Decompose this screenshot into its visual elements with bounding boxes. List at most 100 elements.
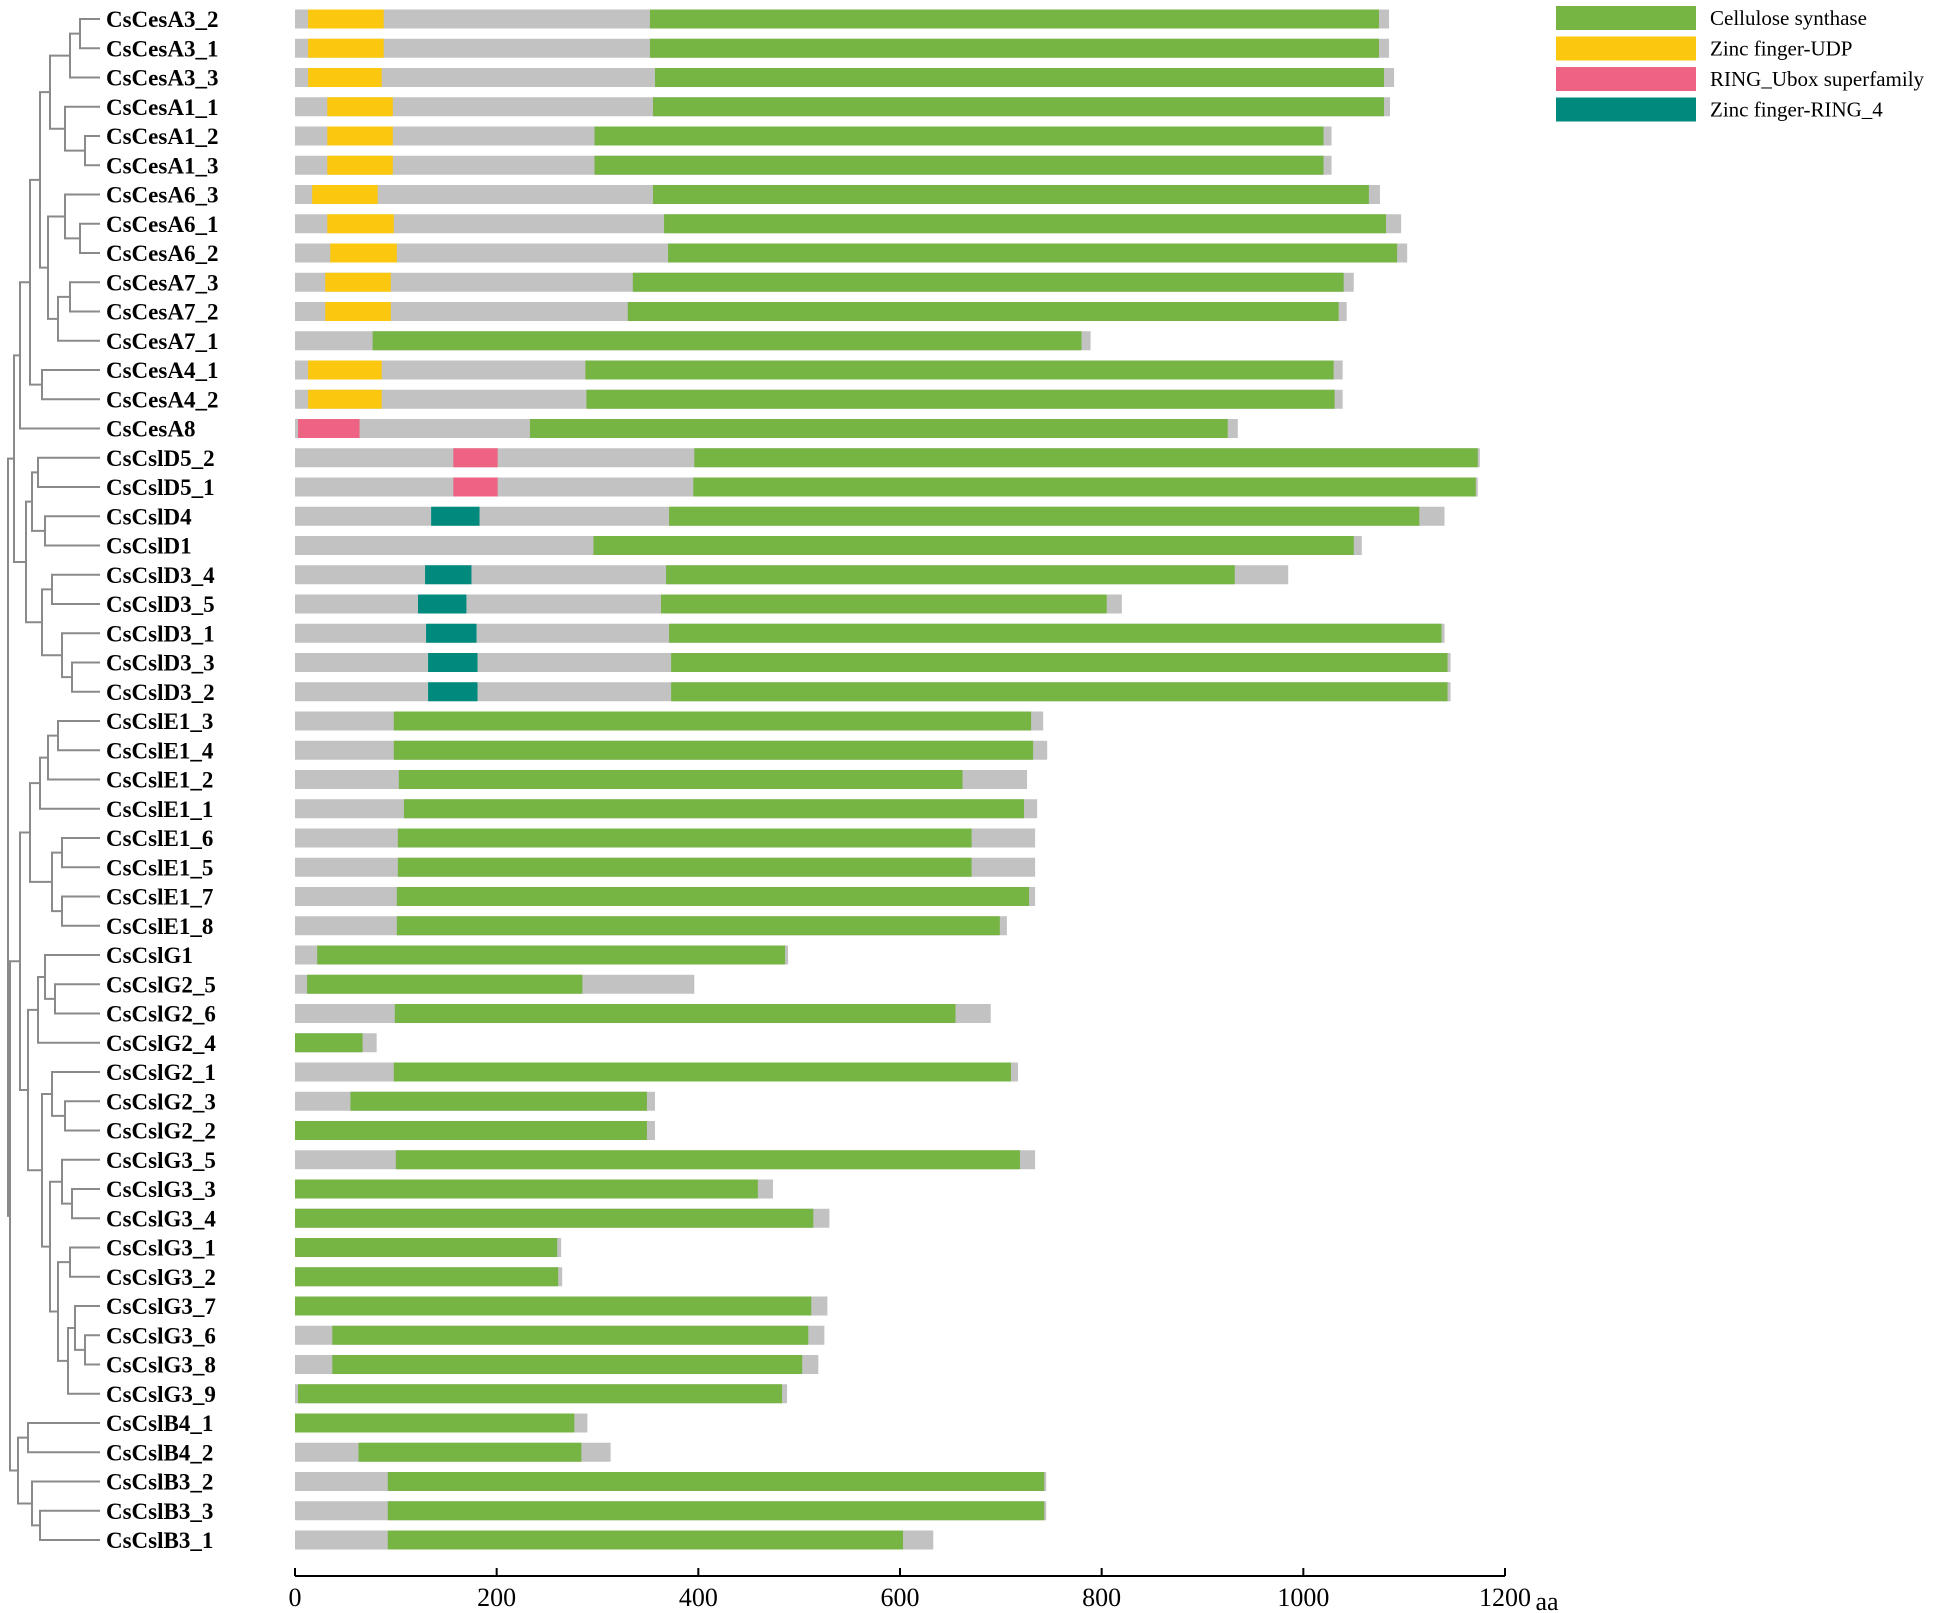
legend: Cellulose synthase Zinc finger-UDP RING_Ub…: [1556, 6, 1925, 122]
tree-branch: [74, 1305, 100, 1351]
gene-label-CsCesA4_1: CsCesA4_1: [106, 358, 218, 383]
tree-branch: [71, 661, 100, 693]
domain-cs-CsCslB4_1: [295, 1413, 575, 1433]
gene-label-CsCslE1_8: CsCslE1_8: [106, 914, 213, 939]
protein-row-CsCslB3_2: [295, 1472, 1047, 1491]
domain-cs-CsCesA6_2: [668, 243, 1398, 263]
legend-swatch-cs: [1556, 6, 1696, 30]
gene-label-CsCslB3_2: CsCslB3_2: [106, 1470, 213, 1495]
domain-cs-CsCesA4_2: [586, 389, 1335, 409]
tree-branch: [31, 1480, 100, 1527]
tree-branch: [61, 632, 100, 679]
protein-row-CsCesA4_1: [295, 360, 1343, 380]
domain-cs-CsCslD5_1: [693, 477, 1476, 497]
domain-cs-CsCslD3_3: [671, 653, 1448, 672]
tree-branch: [57, 720, 100, 752]
domain-cs-CsCslD3_1: [669, 623, 1442, 643]
tree-branch: [51, 573, 100, 605]
gene-label-CsCslG2_6: CsCslG2_6: [106, 1002, 216, 1027]
domain-zudp-CsCesA1_1: [327, 97, 393, 117]
domain-zudp-CsCesA4_1: [308, 360, 382, 380]
protein-row-CsCslB3_1: [295, 1530, 934, 1550]
protein-row-CsCslD3_2: [295, 682, 1451, 702]
gene-label-CsCslD3_2: CsCslD3_2: [106, 680, 215, 705]
domain-cs-CsCslE1_1: [403, 799, 1025, 819]
x-tick-label-1000: 1000: [1277, 1583, 1329, 1612]
tree-branch: [54, 983, 100, 1015]
protein-row-CsCslG2_4: [295, 1033, 377, 1053]
domain-zudp-CsCesA6_2: [330, 243, 397, 263]
domain-cs-CsCslB3_3: [387, 1501, 1045, 1521]
x-tick-label-400: 400: [679, 1583, 718, 1612]
gene-label-CsCesA6_3: CsCesA6_3: [106, 183, 218, 208]
tree-branch: [69, 1246, 100, 1278]
domain-zudp-CsCesA3_2: [308, 9, 384, 29]
domain-cs-CsCslG3_6: [332, 1325, 809, 1345]
gene-label-CsCslG2_3: CsCslG2_3: [106, 1089, 216, 1114]
tree-branch: [37, 975, 100, 1044]
domain-cs-CsCesA3_1: [649, 38, 1379, 58]
protein-row-CsCslG3_1: [295, 1238, 562, 1257]
protein-row-CsCesA6_3: [295, 185, 1380, 204]
domain-cs-CsCslD4: [669, 506, 1420, 526]
domain-cs-CsCslG3_8: [332, 1355, 803, 1374]
protein-row-CsCslG3_5: [295, 1150, 1036, 1170]
domain-cs-CsCslG3_2: [295, 1267, 559, 1287]
protein-row-CsCesA8: [295, 419, 1238, 438]
domain-cs-CsCslD1: [593, 536, 1354, 555]
domain-cs-CsCesA3_2: [649, 9, 1379, 29]
tree-branch: [37, 456, 100, 488]
domain-cs-CsCslE1_3: [393, 711, 1032, 731]
domain-cs-CsCesA1_2: [594, 126, 1324, 146]
protein-row-CsCslE1_8: [295, 916, 1007, 936]
tree-branch: [19, 281, 100, 430]
domain-cs-CsCesA6_1: [664, 214, 1387, 234]
domain-cs-CsCesA7_3: [632, 272, 1344, 292]
tree-branch: [44, 954, 100, 1000]
domain-cs-CsCslD3_4: [666, 565, 1235, 585]
gene-label-CsCesA3_3: CsCesA3_3: [106, 66, 218, 91]
gene-label-CsCesA6_1: CsCesA6_1: [106, 212, 218, 237]
protein-row-CsCesA4_2: [295, 389, 1343, 409]
protein-bars: [295, 9, 1480, 1550]
domain-cs-CsCslG2_6: [394, 1004, 956, 1023]
domain-cs-CsCesA3_3: [654, 68, 1384, 87]
protein-row-CsCslG2_2: [295, 1121, 655, 1140]
legend-label-ring: RING_Ubox superfamily: [1710, 67, 1925, 91]
protein-row-CsCslB3_3: [295, 1501, 1047, 1521]
protein-row-CsCesA1_3: [295, 155, 1332, 175]
protein-row-CsCesA1_1: [295, 97, 1391, 117]
gene-label-CsCslG3_1: CsCslG3_1: [106, 1236, 216, 1261]
protein-row-CsCslD3_4: [295, 565, 1289, 585]
domain-cs-CsCslD5_2: [694, 448, 1478, 468]
gene-label-CsCslB3_1: CsCslB3_1: [106, 1528, 213, 1553]
protein-row-CsCslE1_2: [295, 770, 1028, 789]
protein-row-CsCslG3_3: [295, 1179, 773, 1199]
x-tick-label-800: 800: [1082, 1583, 1121, 1612]
tree-branch: [17, 1436, 32, 1505]
legend-label-zudp: Zinc finger-UDP: [1710, 37, 1852, 61]
tree-branch: [47, 215, 65, 320]
gene-label-CsCslB3_3: CsCslB3_3: [106, 1499, 213, 1524]
protein-row-CsCslD3_5: [295, 594, 1122, 614]
domain-cs-CsCslG3_7: [295, 1296, 812, 1316]
protein-row-CsCesA7_2: [295, 302, 1347, 321]
gene-label-CsCslG3_4: CsCslG3_4: [106, 1206, 216, 1231]
protein-row-CsCslG2_1: [295, 1062, 1018, 1082]
protein-row-CsCslG3_6: [295, 1325, 825, 1345]
x-tick-label-600: 600: [881, 1583, 920, 1612]
gene-label-CsCesA7_2: CsCesA7_2: [106, 300, 218, 325]
domain-zudp-CsCesA4_2: [308, 389, 382, 409]
protein-row-CsCslG3_9: [295, 1384, 788, 1404]
gene-label-CsCslE1_2: CsCslE1_2: [106, 768, 213, 793]
tree-branch: [69, 281, 100, 313]
domain-cs-CsCesA6_3: [652, 185, 1369, 204]
gene-label-CsCesA1_2: CsCesA1_2: [106, 124, 218, 149]
x-tick-label-1200: 1200: [1479, 1583, 1531, 1612]
gene-label-CsCslG3_8: CsCslG3_8: [106, 1353, 216, 1378]
gene-label-CsCslG3_3: CsCslG3_3: [106, 1177, 216, 1202]
gene-label-CsCslD4: CsCslD4: [106, 504, 192, 529]
domain-cs-CsCesA7_2: [627, 302, 1339, 321]
gene-label-CsCesA7_1: CsCesA7_1: [106, 329, 218, 354]
gene-label-CsCesA4_2: CsCesA4_2: [106, 387, 218, 412]
